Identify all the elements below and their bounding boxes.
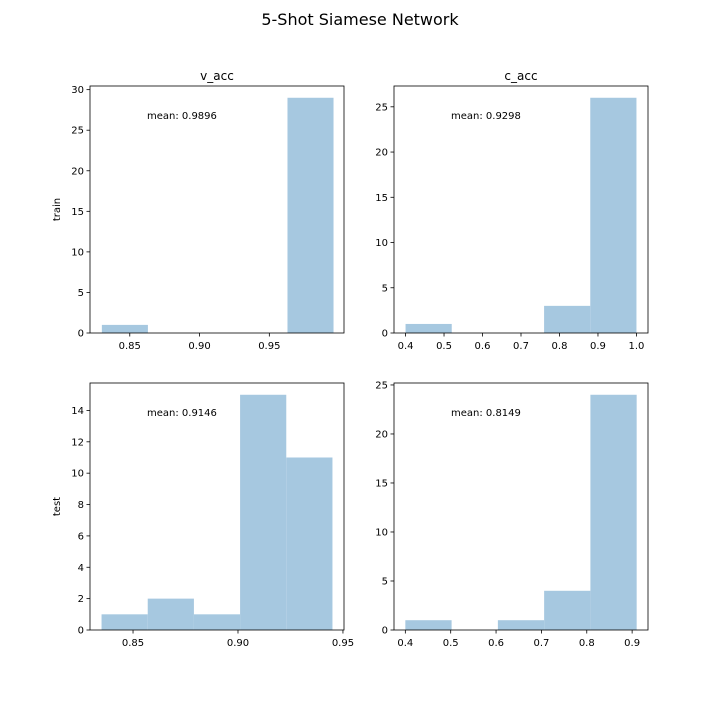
subplot-3: 0.85 0.90 0.95 0 2 4 6 8 10 12 14 test mean: 0.9146 <box>52 382 354 649</box>
subplot-title: v_acc <box>200 69 234 83</box>
histogram-bar <box>101 324 148 333</box>
mean-annotation: mean: 0.9298 <box>451 111 521 122</box>
mean-annotation: mean: 0.9896 <box>147 111 217 122</box>
axes-frame <box>393 382 649 631</box>
y-tick-label: 0 <box>78 329 84 340</box>
y-tick-label: 20 <box>375 148 388 159</box>
x-tick-label: 0.90 <box>227 638 249 649</box>
y-tick-label: 0 <box>382 626 388 637</box>
x-tick-label: 0.95 <box>332 638 354 649</box>
x-tick-label: 0.6 <box>475 341 491 352</box>
y-tick-label: 15 <box>71 207 84 218</box>
subplot-2: 0.4 0.5 0.6 0.7 0.8 0.9 1.0 0 5 10 15 20 25 c_accmean… <box>375 69 649 352</box>
y-tick-label: 15 <box>375 478 388 489</box>
figure-title: 5-Shot Siamese Network <box>261 10 459 29</box>
y-tick-label: 20 <box>71 166 84 177</box>
y-tick-label: 0 <box>382 329 388 340</box>
y-tick-label: 5 <box>382 283 388 294</box>
histogram-bar <box>147 598 194 630</box>
y-tick-label: 12 <box>71 437 84 448</box>
x-tick-label: 0.9 <box>590 341 606 352</box>
axes-frame <box>89 85 345 334</box>
histogram-bar <box>287 97 334 333</box>
histogram-bar <box>497 620 545 630</box>
y-tick-label: 2 <box>78 594 84 605</box>
mean-annotation: mean: 0.9146 <box>147 408 217 419</box>
y-tick-label: 25 <box>375 102 388 113</box>
y-tick-label: 30 <box>71 85 84 96</box>
y-tick-label: 6 <box>78 531 84 542</box>
y-tick-label: 5 <box>78 288 84 299</box>
x-tick-label: 0.85 <box>119 341 141 352</box>
y-tick-label: 0 <box>78 626 84 637</box>
y-tick-label: 14 <box>71 406 84 417</box>
x-tick-label: 0.95 <box>258 341 280 352</box>
y-tick-label: 10 <box>71 247 84 258</box>
histogram-bar <box>405 620 452 630</box>
y-tick-label: 25 <box>71 126 84 137</box>
histogram-bar <box>405 323 452 333</box>
histogram-bar <box>590 97 637 333</box>
histogram-bar <box>590 394 637 630</box>
y-tick-label: 10 <box>375 527 388 538</box>
x-tick-label: 0.5 <box>443 638 459 649</box>
x-tick-label: 0.4 <box>398 341 414 352</box>
x-tick-label: 0.7 <box>533 638 549 649</box>
x-tick-label: 0.6 <box>488 638 504 649</box>
x-tick-label: 1.0 <box>629 341 645 352</box>
y-tick-label: 5 <box>382 576 388 587</box>
mean-annotation: mean: 0.8149 <box>451 408 521 419</box>
y-axis-label: test <box>52 497 63 516</box>
histogram-bar <box>544 305 591 333</box>
subplot-title: c_acc <box>504 69 537 83</box>
x-tick-label: 0.5 <box>436 341 452 352</box>
y-axis-label: train <box>52 198 63 221</box>
y-tick-label: 15 <box>375 193 388 204</box>
y-tick-label: 10 <box>71 469 84 480</box>
x-tick-label: 0.7 <box>513 341 529 352</box>
histogram-bar <box>544 590 591 630</box>
axes-frame <box>89 382 345 631</box>
subplot-4: 0.4 0.5 0.6 0.7 0.8 0.9 0 5 10 15 20 25 mean: 0.8149 <box>375 380 649 649</box>
x-tick-label: 0.4 <box>397 638 413 649</box>
histogram-bar <box>101 614 148 630</box>
y-tick-label: 25 <box>375 380 388 391</box>
histogram-bar <box>286 457 333 630</box>
y-tick-label: 20 <box>375 429 388 440</box>
x-tick-label: 0.8 <box>552 341 568 352</box>
y-tick-label: 8 <box>78 500 84 511</box>
histogram-bar <box>240 394 287 630</box>
x-tick-label: 0.85 <box>122 638 144 649</box>
histogram-bar <box>193 614 241 630</box>
x-tick-label: 0.9 <box>624 638 640 649</box>
x-tick-label: 0.8 <box>579 638 595 649</box>
y-tick-label: 4 <box>78 563 84 574</box>
y-tick-label: 10 <box>375 238 388 249</box>
x-tick-label: 0.90 <box>188 341 210 352</box>
